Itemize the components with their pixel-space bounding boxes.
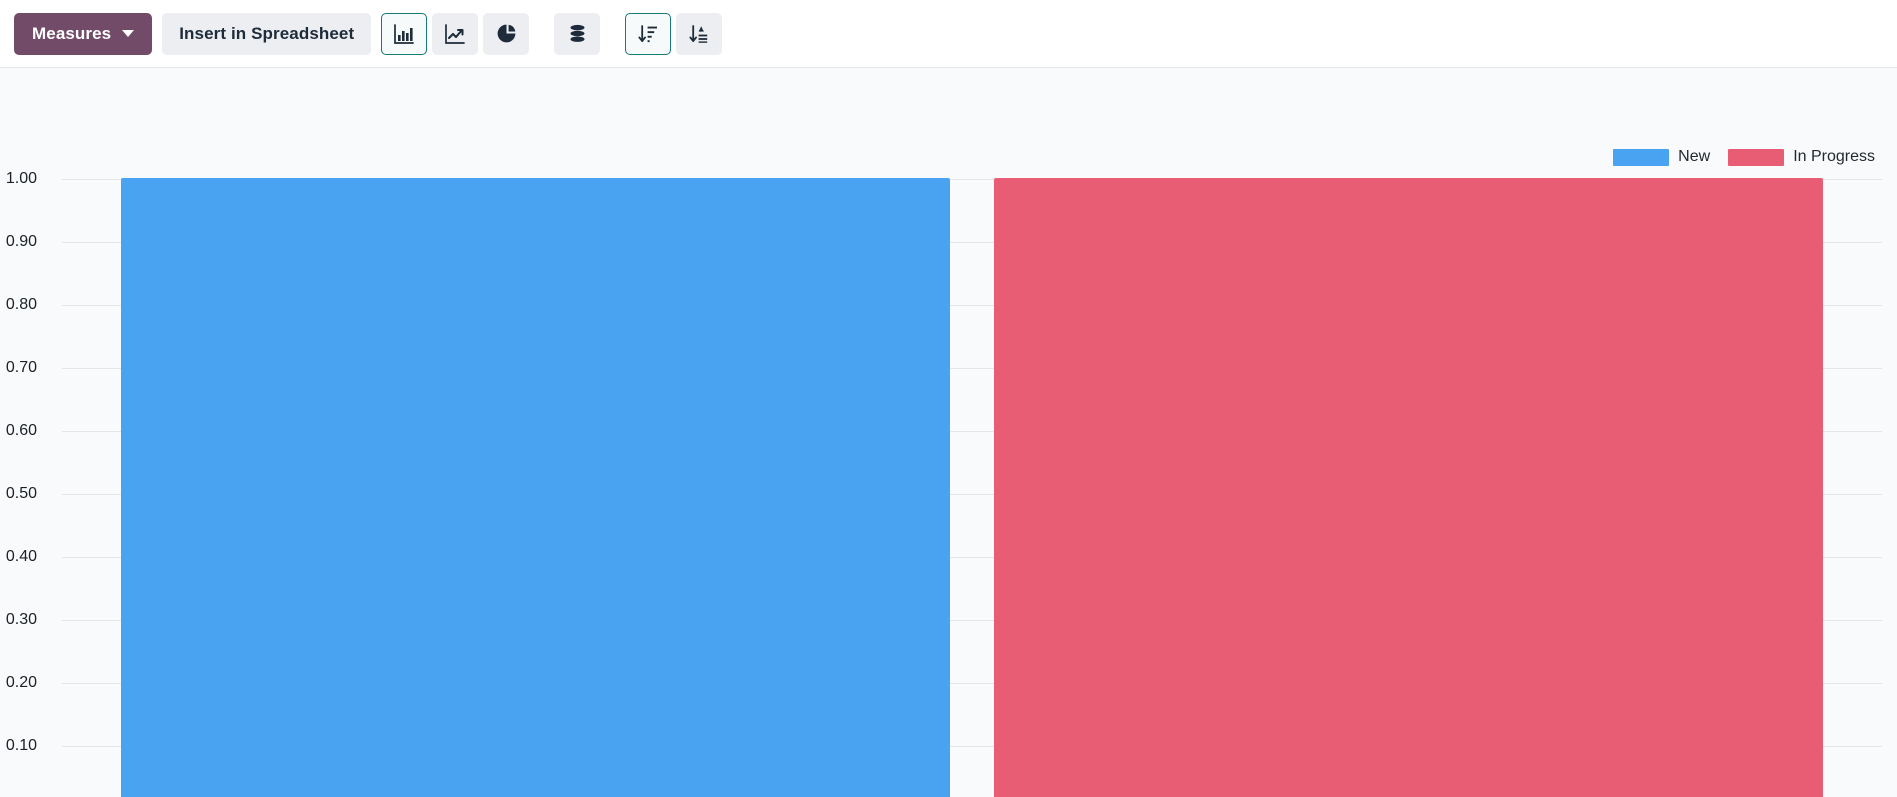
line-chart-button[interactable] (432, 12, 479, 55)
sort-button-group (625, 12, 723, 55)
chart-bar[interactable] (121, 178, 950, 797)
y-axis-tick-label: 1.00 (5, 170, 37, 187)
legend-swatch (1728, 148, 1785, 166)
chart-gridline (62, 242, 1882, 243)
sort-ascending-button[interactable] (676, 12, 723, 55)
sort-ascending-icon (688, 23, 710, 45)
chart-gridline (62, 746, 1882, 747)
legend-item[interactable]: New (1613, 148, 1710, 166)
chart-gridline (62, 683, 1882, 684)
y-axis-tick-label: 0.70 (5, 359, 37, 376)
y-axis-tick-label: 0.90 (5, 233, 37, 250)
measures-button-label: Measures (32, 23, 112, 43)
bar-chart-icon (393, 23, 415, 45)
y-axis-tick-label: 0.50 (5, 485, 37, 502)
legend-label: New (1678, 148, 1711, 165)
legend-item[interactable]: In Progress (1728, 148, 1875, 166)
graph-view-toolbar: Measures Insert in Spreadsheet (0, 0, 1897, 68)
chart-gridline (62, 620, 1882, 621)
graph-chart-area: New In Progress 1.00 0.90 0.80 0.70 0.60 0.50 0… (0, 68, 1897, 797)
bar-chart-button[interactable] (381, 12, 428, 55)
line-chart-icon (444, 23, 466, 45)
y-axis-tick-label: 0.20 (5, 674, 37, 691)
y-axis-tick-label: 0.40 (5, 548, 37, 565)
chart-gridline (62, 557, 1882, 558)
pie-chart-button[interactable] (483, 12, 530, 55)
chart-legend: New In Progress (1613, 148, 1875, 166)
y-axis-tick-label: 0.10 (5, 737, 37, 754)
insert-in-spreadsheet-button[interactable]: Insert in Spreadsheet (162, 12, 372, 55)
insert-in-spreadsheet-label: Insert in Spreadsheet (179, 23, 355, 43)
chevron-down-icon (122, 30, 135, 37)
legend-swatch (1613, 148, 1670, 166)
y-axis-tick-label: 0.30 (5, 611, 37, 628)
sort-descending-icon (637, 23, 659, 45)
stacked-button[interactable] (554, 12, 601, 55)
chart-gridline (62, 431, 1882, 432)
chart-type-button-group (381, 12, 530, 55)
pie-chart-icon (496, 23, 517, 44)
chart-gridline (62, 368, 1882, 369)
chart-plot: 1.00 0.90 0.80 0.70 0.60 0.50 0.40 0.30 0.20 0.10… (6, 170, 1882, 797)
chart-gridline (62, 494, 1882, 495)
stack-button-group (554, 12, 601, 55)
sort-descending-button[interactable] (625, 12, 672, 55)
legend-label: In Progress (1793, 148, 1875, 165)
measures-button[interactable]: Measures (14, 12, 153, 55)
chart-gridline (62, 305, 1882, 306)
chart-bar[interactable] (994, 178, 1823, 797)
y-axis-tick-label: 0.60 (5, 422, 37, 439)
database-stack-icon (567, 23, 588, 44)
chart-gridline (62, 179, 1882, 180)
y-axis-tick-label: 0.80 (5, 296, 37, 313)
